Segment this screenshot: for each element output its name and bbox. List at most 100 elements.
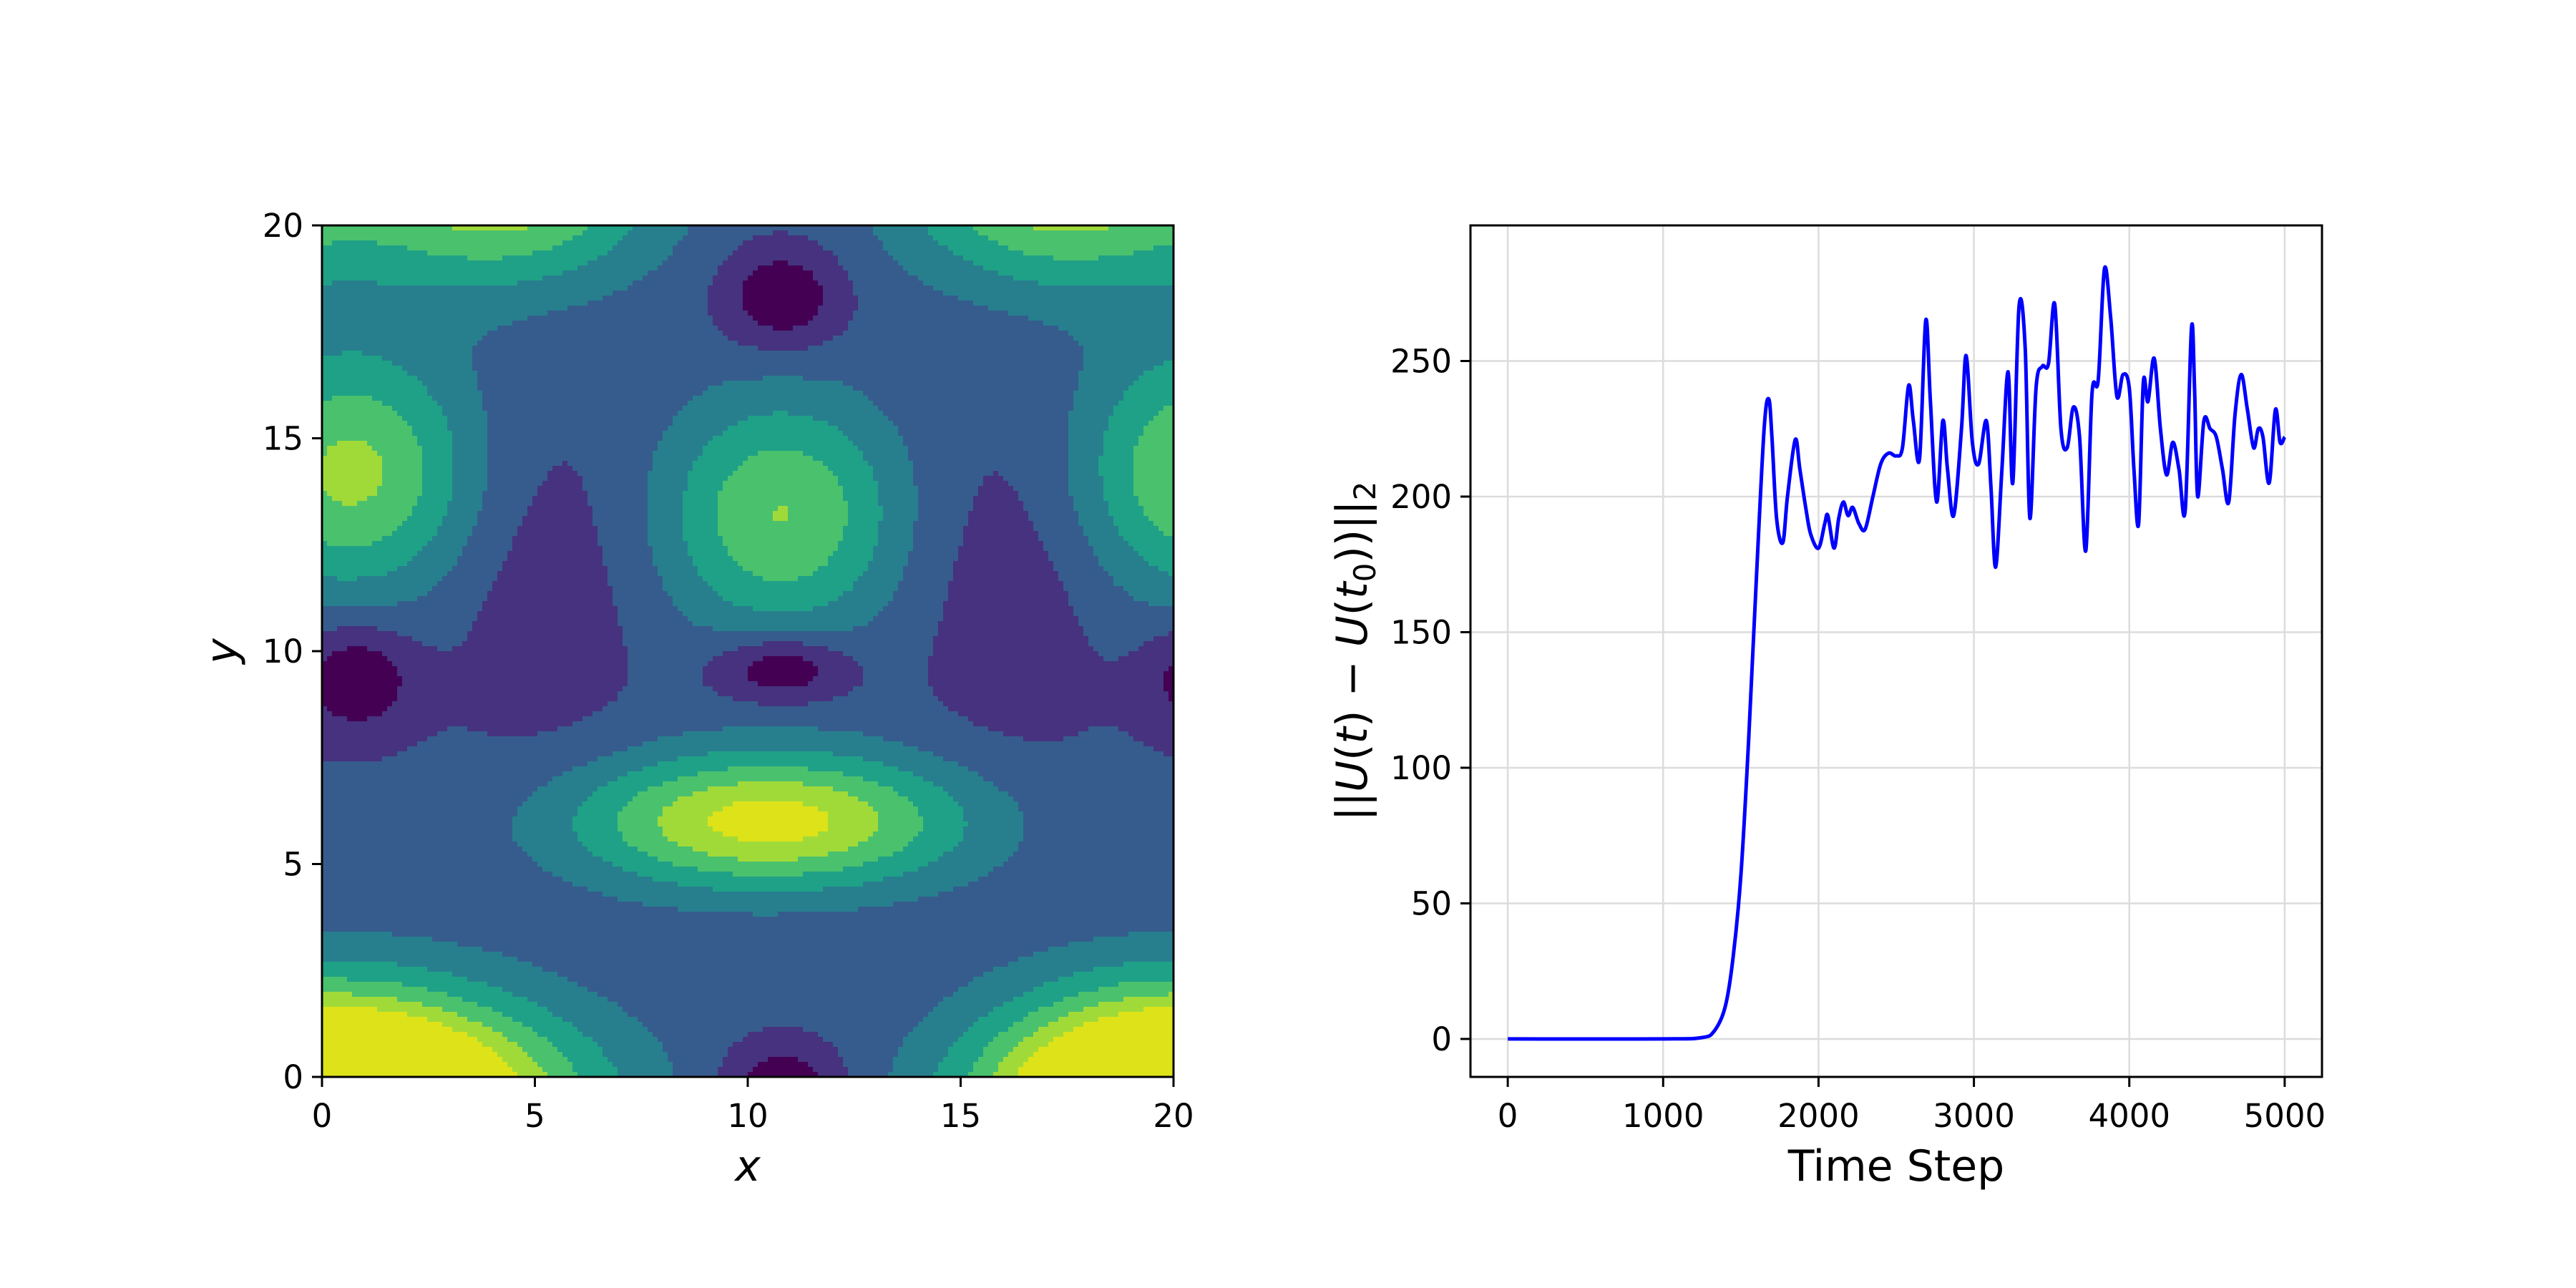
contour-cell xyxy=(497,346,503,351)
contour-cell xyxy=(1143,255,1149,261)
contour-cell xyxy=(783,351,789,356)
contour-cell xyxy=(633,291,638,296)
contour-cell xyxy=(788,306,794,311)
contour-cell xyxy=(818,230,824,236)
contour-cell xyxy=(788,235,794,241)
contour-cell xyxy=(888,291,894,296)
contour-cell xyxy=(933,260,939,266)
contour-cell xyxy=(918,336,924,341)
contour-cell xyxy=(918,296,924,301)
contour-cell xyxy=(472,326,478,331)
contour-cell xyxy=(347,366,353,371)
contour-cell xyxy=(998,291,1004,296)
contour-cell xyxy=(658,361,663,366)
contour-cell xyxy=(1088,265,1094,271)
contour-cell xyxy=(362,371,368,376)
contour-cell xyxy=(537,331,543,336)
contour-cell xyxy=(342,306,348,311)
contour-cell xyxy=(467,275,473,281)
contour-cell xyxy=(803,341,809,346)
contour-cell xyxy=(908,280,914,286)
contour-cell xyxy=(497,230,503,236)
contour-cell xyxy=(668,235,673,241)
contour-cell xyxy=(623,361,628,366)
contour-cell xyxy=(863,265,869,271)
contour-cell xyxy=(823,296,829,301)
contour-cell xyxy=(1003,356,1009,361)
contour-cell xyxy=(457,356,463,361)
contour-cell xyxy=(1148,265,1154,271)
contour-cell xyxy=(783,280,789,286)
contour-cell xyxy=(973,356,979,361)
contour-cell xyxy=(382,255,388,261)
contour-cell xyxy=(482,321,488,326)
contour-cell xyxy=(1003,240,1009,246)
contour-cell xyxy=(1078,336,1084,341)
contour-cell xyxy=(1003,270,1009,276)
contour-cell xyxy=(567,255,573,261)
contour-cell xyxy=(648,240,653,246)
contour-cell xyxy=(577,306,583,311)
contour-cell xyxy=(1093,245,1099,251)
contour-cell xyxy=(808,255,814,261)
contour-cell xyxy=(928,250,934,256)
contour-cell xyxy=(613,331,618,336)
contour-cell xyxy=(713,291,718,296)
contour-cell xyxy=(1063,260,1069,266)
contour-cell xyxy=(728,286,733,291)
contour-cell xyxy=(587,235,593,241)
contour-cell xyxy=(713,356,718,361)
contour-cell xyxy=(748,331,753,336)
contour-cell xyxy=(1148,245,1154,251)
contour-cell xyxy=(382,321,388,326)
contour-cell xyxy=(643,280,648,286)
contour-cell xyxy=(347,270,353,276)
contour-cell xyxy=(567,270,573,276)
contour-cell xyxy=(773,306,779,311)
contour-cell xyxy=(597,351,603,356)
contour-cell xyxy=(628,255,633,261)
contour-cell xyxy=(532,280,538,286)
contour-cell xyxy=(648,235,653,241)
contour-cell xyxy=(658,270,663,276)
contour-cell xyxy=(592,280,598,286)
contour-cell xyxy=(863,260,869,266)
contour-cell xyxy=(1133,346,1139,351)
contour-cell xyxy=(828,366,834,371)
contour-cell xyxy=(1118,316,1124,321)
contour-cell xyxy=(1133,275,1139,281)
contour-cell xyxy=(407,346,413,351)
contour-cell xyxy=(768,270,774,276)
contour-cell xyxy=(668,346,673,351)
contour-cell xyxy=(357,341,363,346)
contour-cell xyxy=(678,260,683,266)
contour-cell xyxy=(1103,240,1109,246)
contour-cell xyxy=(838,245,844,251)
contour-cell xyxy=(728,275,733,281)
contour-cell xyxy=(412,326,418,331)
contour-cell xyxy=(848,296,854,301)
contour-cell xyxy=(487,326,493,331)
contour-cell xyxy=(1038,235,1044,241)
contour-cell xyxy=(547,265,553,271)
contour-cell xyxy=(452,316,458,321)
contour-cell xyxy=(597,250,603,256)
contour-cell xyxy=(452,260,458,266)
contour-cell xyxy=(472,280,478,286)
contour-cell xyxy=(968,356,974,361)
contour-cell xyxy=(668,326,673,331)
contour-cell xyxy=(773,291,779,296)
contour-cell xyxy=(327,240,333,246)
contour-cell xyxy=(602,351,608,356)
contour-cell xyxy=(1088,351,1094,356)
contour-cell xyxy=(893,291,899,296)
contour-cell xyxy=(983,361,989,366)
contour-cell xyxy=(1103,296,1109,301)
contour-cell xyxy=(623,331,628,336)
contour-cell xyxy=(703,240,708,246)
contour-cell xyxy=(1098,326,1104,331)
contour-cell xyxy=(577,326,583,331)
contour-cell xyxy=(347,356,353,361)
contour-cell xyxy=(1068,321,1074,326)
contour-cell xyxy=(833,351,839,356)
